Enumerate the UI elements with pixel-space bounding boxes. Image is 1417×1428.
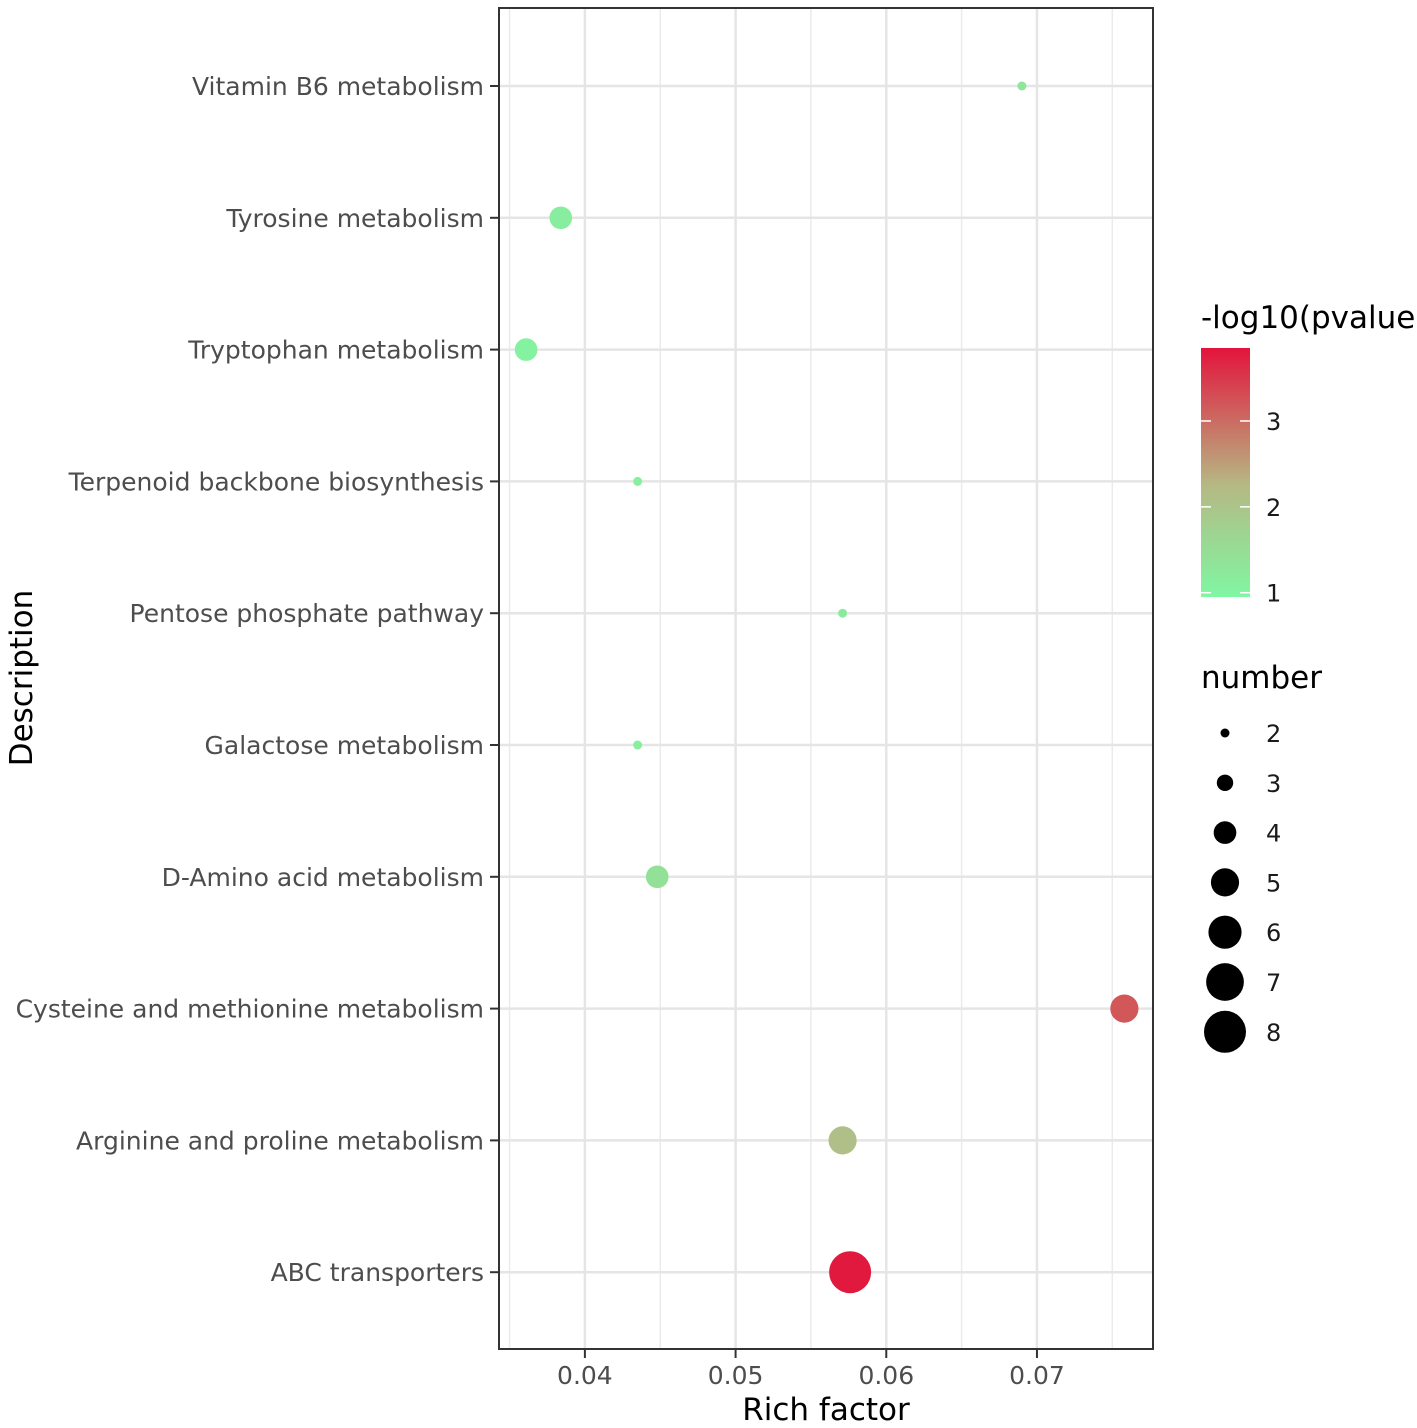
data-point (828, 1126, 857, 1155)
data-point (645, 865, 669, 889)
y-tick-label: ABC transporters (271, 1258, 484, 1287)
x-tick-label: 0.07 (1009, 1361, 1065, 1390)
data-point (549, 206, 573, 230)
size-legend-label: 8 (1266, 1019, 1281, 1047)
grid-minor-lines (508, 8, 1114, 1349)
size-legend-title: number (1201, 660, 1322, 696)
data-point (514, 338, 538, 361)
colorbar-ticks: 1 2 3 (1201, 408, 1281, 608)
colorbar-tick-label: 2 (1266, 494, 1281, 522)
plot-panel-background (499, 8, 1153, 1349)
size-legend-swatch (1220, 728, 1230, 738)
y-tick-label: Tryptophan metabolism (187, 336, 484, 365)
size-legend-label: 3 (1266, 770, 1281, 798)
y-tick-label: Galactose metabolism (205, 731, 484, 760)
size-legend-items: 2 3 4 5 6 7 8 (1204, 720, 1281, 1053)
plot-panel-border (498, 7, 1154, 1350)
data-point (829, 1251, 872, 1294)
size-legend-label: 5 (1266, 869, 1281, 897)
x-tick-label: 0.05 (708, 1361, 764, 1390)
size-legend-swatch (1213, 821, 1237, 844)
y-axis-title: Description (4, 590, 40, 767)
x-tick-label: 0.06 (858, 1361, 914, 1390)
size-legend-label: 7 (1266, 969, 1281, 997)
grid-major-lines (499, 8, 1153, 1349)
size-legend-swatch (1210, 868, 1240, 897)
size-legend-swatch (1208, 915, 1242, 949)
y-axis: Vitamin B6 metabolism Tyrosine metabolism… (16, 72, 499, 1287)
data-point (633, 740, 643, 750)
y-tick-label: Arginine and proline metabolism (76, 1126, 484, 1155)
size-legend-swatch (1204, 1010, 1246, 1053)
y-tick-label: Terpenoid backbone biosynthesis (68, 467, 484, 496)
colorbar (1201, 348, 1250, 597)
y-tick-label: D-Amino acid metabolism (162, 863, 484, 892)
x-axis-title: Rich factor (742, 1392, 910, 1428)
x-tick-label: 0.04 (557, 1361, 613, 1390)
size-legend-label: 6 (1266, 919, 1281, 947)
data-point (1110, 994, 1139, 1023)
y-tick-label: Vitamin B6 metabolism (192, 72, 484, 101)
color-legend-title: -log10(pvalue) (1201, 300, 1417, 336)
data-point (838, 608, 848, 618)
y-tick-label: Pentose phosphate pathway (130, 599, 485, 628)
y-tick-label: Cysteine and methionine metabolism (16, 995, 484, 1024)
data-point (1017, 81, 1027, 91)
size-legend: number 2 3 4 5 6 7 8 (1201, 660, 1322, 1053)
size-legend-swatch (1216, 774, 1234, 792)
colorbar-tick-label: 3 (1266, 408, 1281, 436)
color-legend: -log10(pvalue) 1 2 3 (1201, 300, 1417, 608)
y-tick-label: Tyrosine metabolism (225, 204, 484, 233)
size-legend-label: 4 (1266, 820, 1281, 848)
data-point (633, 476, 643, 486)
x-axis: 0.04 0.05 0.06 0.07 (557, 1349, 1065, 1390)
colorbar-tick-label: 1 (1266, 580, 1281, 608)
size-legend-swatch (1206, 963, 1244, 1001)
size-legend-label: 2 (1266, 720, 1281, 748)
data-points (514, 81, 1139, 1294)
